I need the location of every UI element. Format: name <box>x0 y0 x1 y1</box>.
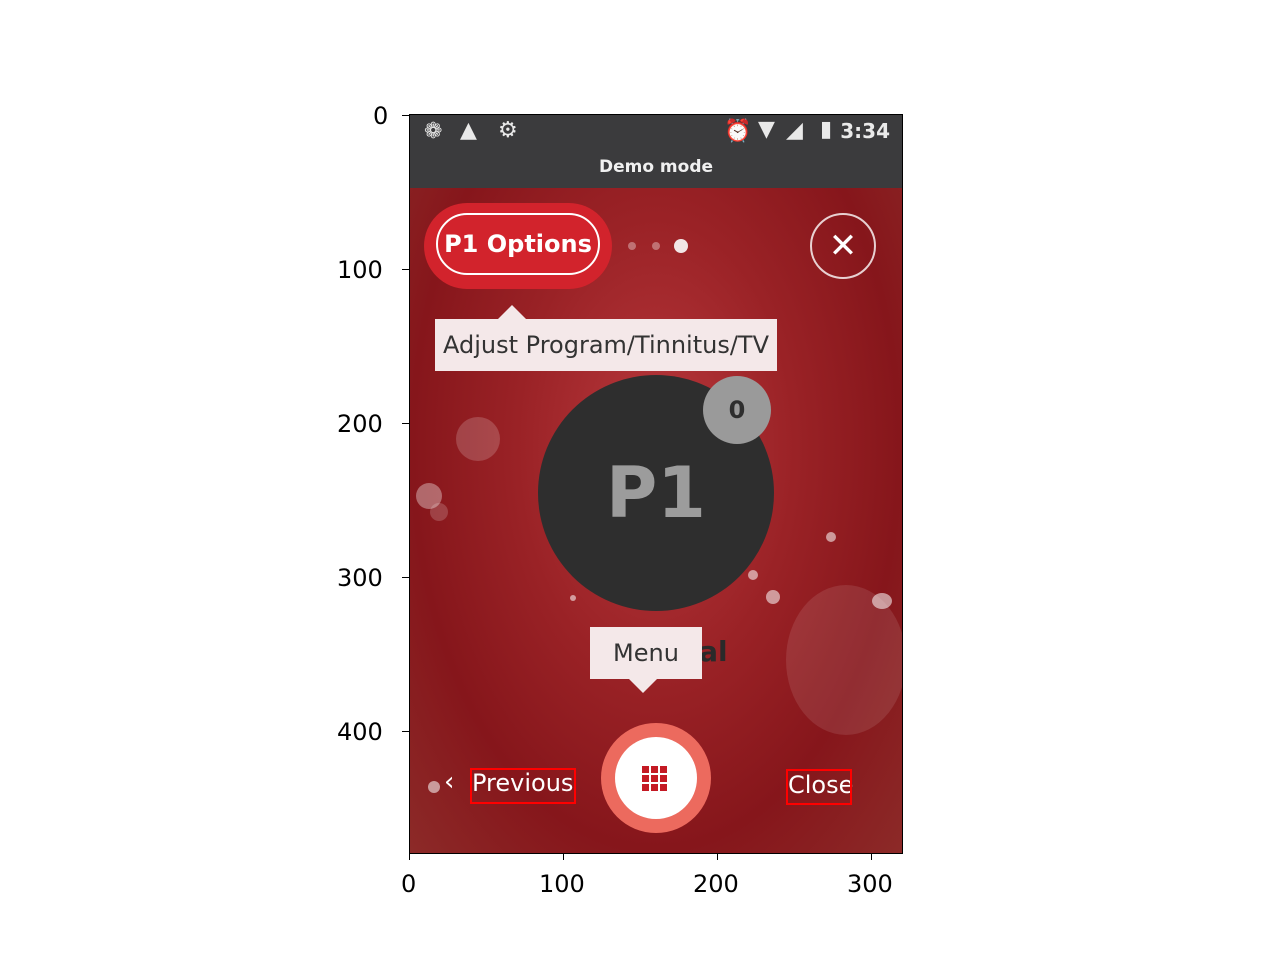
y-tick-label: 0 <box>373 102 389 130</box>
status-bar: ❁ ▲ ⚙ ⏰ ▼ ◢ ▮ 3:34 Demo mode <box>410 115 902 188</box>
clock: 3:34 <box>840 119 890 143</box>
page-dot <box>628 242 636 250</box>
program-name: P1 <box>605 452 706 534</box>
x-tick-mark <box>717 853 718 860</box>
y-tick-mark <box>402 577 409 578</box>
decor-bubble <box>786 585 902 735</box>
options-tooltip: Adjust Program/Tinnitus/TV <box>435 319 777 371</box>
decor-bubble <box>416 483 442 509</box>
close-icon[interactable]: ✕ <box>810 213 876 279</box>
volume-value: 0 <box>728 396 746 424</box>
app-screen: ❁ ▲ ⚙ ⏰ ▼ ◢ ▮ 3:34 Demo mode P1 Options <box>410 115 902 853</box>
y-tick-mark <box>402 423 409 424</box>
chevron-left-icon[interactable]: ‹ <box>444 767 455 797</box>
y-tick-label: 300 <box>337 564 383 592</box>
y-tick-label: 100 <box>337 256 383 284</box>
sync-icon: ⚙ <box>498 118 518 143</box>
x-tick-label: 200 <box>693 870 739 898</box>
demo-mode-label: Demo mode <box>598 157 714 177</box>
decor-dot <box>748 570 758 580</box>
decor-bubble <box>430 503 448 521</box>
previous-button[interactable]: Previous <box>472 769 574 797</box>
y-tick-label: 400 <box>337 718 383 746</box>
phone-screenshot: ❁ ▲ ⚙ ⏰ ▼ ◢ ▮ 3:34 Demo mode P1 Options <box>410 115 902 853</box>
highlight-box <box>470 768 576 804</box>
alarm-icon: ⏰ <box>724 119 752 144</box>
decor-bubble <box>456 417 500 461</box>
battery-icon: ▮ <box>820 117 833 142</box>
tooltip-arrow <box>498 305 526 319</box>
x-tick-mark <box>563 853 564 860</box>
decor-dot <box>570 595 576 601</box>
volume-badge: 0 <box>703 376 771 444</box>
x-tick-mark <box>409 853 410 860</box>
x-tick-label: 300 <box>847 870 893 898</box>
y-tick-mark <box>402 731 409 732</box>
grid-icon <box>641 765 671 792</box>
x-tick-mark <box>871 853 872 860</box>
y-tick-label: 200 <box>337 410 383 438</box>
menu-tooltip: Menu <box>590 627 702 679</box>
menu-button-inner <box>615 737 697 819</box>
y-tick-mark <box>402 115 409 116</box>
y-tick-mark <box>402 269 409 270</box>
x-tick-label: 100 <box>539 870 585 898</box>
x-tick-label: 0 <box>401 870 417 898</box>
page-dot-active <box>674 239 688 253</box>
warning-icon: ▲ <box>460 118 477 143</box>
close-button[interactable]: Close <box>788 771 854 799</box>
decor-dot <box>872 593 892 609</box>
page-dot <box>652 242 660 250</box>
highlight-box <box>786 769 852 805</box>
signal-icon: ◢ <box>786 118 803 143</box>
decor-dot <box>826 532 836 542</box>
decor-dot <box>428 781 440 793</box>
program-options-label: P1 Options <box>436 213 600 275</box>
program-options-button[interactable]: P1 Options <box>424 203 612 289</box>
decor-dot <box>766 590 780 604</box>
tooltip-arrow <box>629 679 657 693</box>
brain-icon: ❁ <box>424 119 443 144</box>
wifi-icon: ▼ <box>758 117 775 142</box>
menu-button[interactable] <box>601 723 711 833</box>
